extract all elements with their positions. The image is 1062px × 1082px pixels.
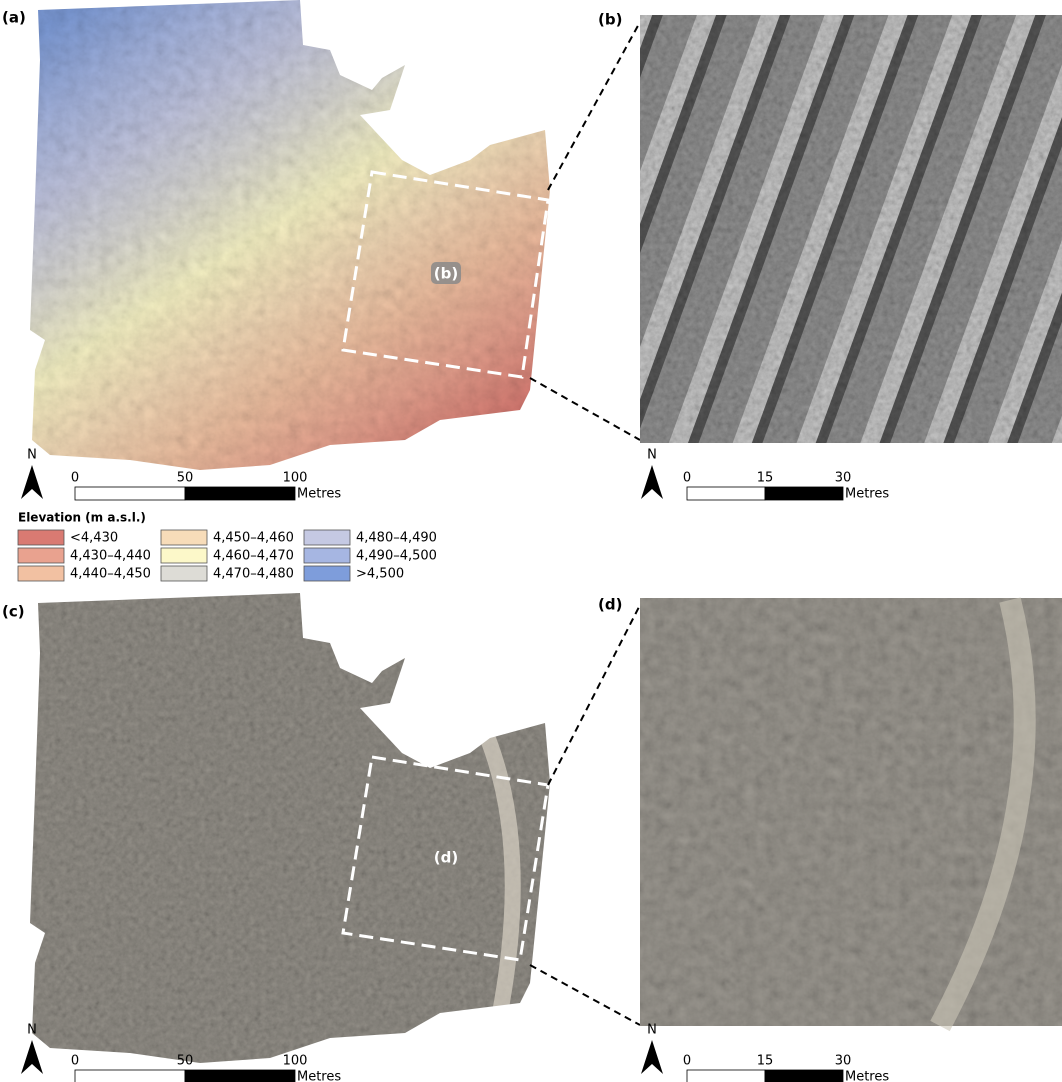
scale-label: 50: [177, 471, 194, 486]
panel-label: (b): [598, 11, 622, 29]
scale-segment: [75, 1070, 185, 1082]
leader-line: [548, 605, 640, 785]
scale-label: 0: [683, 1054, 691, 1069]
north-arrow: [641, 1040, 663, 1074]
ortho-texture: [25, 590, 555, 1082]
legend-label: 4,450–4,460: [213, 531, 294, 546]
leader-line: [530, 965, 640, 1025]
north-arrow: [21, 465, 43, 499]
legend-swatch: [161, 548, 207, 563]
legend-label: 4,470–4,480: [213, 567, 294, 582]
scale-label: 0: [71, 1054, 79, 1069]
scale-unit: Metres: [845, 487, 889, 502]
scale-label: 0: [71, 471, 79, 486]
legend-label: 4,490–4,500: [356, 549, 437, 564]
scale-label: 0: [683, 471, 691, 486]
hillshade: [25, 0, 555, 475]
legend-swatch: [161, 530, 207, 545]
scale-segment: [687, 487, 765, 500]
legend-swatch: [304, 566, 350, 581]
inset-label: (b): [434, 265, 458, 283]
scale-unit: Metres: [297, 1070, 341, 1082]
scale-segment: [75, 487, 185, 500]
north-label: N: [27, 1023, 37, 1038]
scale-unit: Metres: [297, 487, 341, 502]
elevation-map: [25, 0, 555, 475]
scale-label: 15: [757, 1054, 774, 1069]
ortho-detail-texture: [640, 598, 1062, 1026]
scale-segment: [185, 487, 295, 500]
panel-label: (a): [2, 9, 26, 27]
scale-segment: [765, 487, 843, 500]
north-label: N: [647, 1023, 657, 1038]
north-label: N: [27, 448, 37, 463]
scale-label: 30: [835, 1054, 852, 1069]
orthophoto: [25, 590, 555, 1082]
north-arrow: [641, 465, 663, 499]
hillshade-texture: [640, 15, 1062, 443]
legend-swatch: [161, 566, 207, 581]
legend-swatch: [18, 566, 64, 581]
scale-label: 15: [757, 471, 774, 486]
scale-label: 100: [283, 1054, 308, 1069]
panel-label: (d): [598, 596, 622, 614]
legend-swatch: [304, 548, 350, 563]
legend-swatch: [18, 530, 64, 545]
scale-label: 30: [835, 471, 852, 486]
scale-segment: [687, 1070, 765, 1082]
legend: Elevation (m a.s.l.): [18, 511, 146, 525]
legend-label: 4,480–4,490: [356, 531, 437, 546]
panel-label: (c): [2, 603, 25, 621]
legend-title: Elevation (m a.s.l.): [18, 511, 146, 525]
scale-unit: Metres: [845, 1070, 889, 1082]
north-arrow: [21, 1040, 43, 1074]
scale-segment: [185, 1070, 295, 1082]
figure: (b) (a) (b) (d) (c) (d) Elevation (m a.s…: [0, 0, 1062, 1082]
leader-line: [530, 378, 640, 440]
legend-label: <4,430: [70, 531, 118, 546]
legend-swatch: [18, 548, 64, 563]
north-label: N: [647, 448, 657, 463]
scale-label: 100: [283, 471, 308, 486]
legend-label: 4,440–4,450: [70, 567, 151, 582]
scale-label: 50: [177, 1054, 194, 1069]
legend-label: 4,430–4,440: [70, 549, 151, 564]
leader-line: [548, 22, 640, 190]
legend-swatch: [304, 530, 350, 545]
legend-label: >4,500: [356, 567, 404, 582]
legend-label: 4,460–4,470: [213, 549, 294, 564]
inset-label: (d): [434, 849, 458, 867]
scale-segment: [765, 1070, 843, 1082]
